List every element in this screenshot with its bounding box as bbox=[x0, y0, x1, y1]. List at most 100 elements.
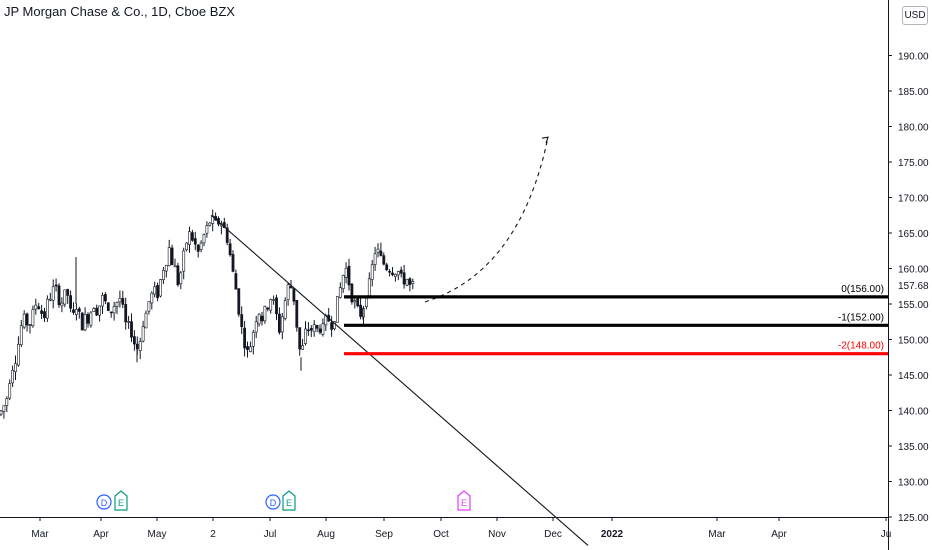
earnings-upcoming-badge[interactable]: E bbox=[457, 490, 471, 511]
candle bbox=[104, 292, 107, 305]
trendline[interactable] bbox=[210, 214, 589, 546]
current-price-label: 157.68 bbox=[898, 281, 929, 292]
candle bbox=[260, 311, 264, 326]
candle bbox=[344, 262, 348, 284]
candle bbox=[318, 324, 322, 335]
candle bbox=[179, 270, 183, 290]
candle bbox=[240, 306, 244, 335]
time-tick-label: Jul bbox=[264, 529, 277, 540]
candle bbox=[8, 379, 12, 401]
candle bbox=[370, 260, 374, 287]
candle bbox=[275, 294, 278, 321]
earnings-badge[interactable]: E bbox=[114, 490, 128, 511]
candle bbox=[359, 298, 363, 320]
candle bbox=[350, 282, 354, 305]
price-tick-label: 165.00 bbox=[898, 229, 929, 240]
candle bbox=[246, 341, 249, 358]
candle bbox=[301, 338, 305, 351]
candle bbox=[408, 277, 412, 292]
time-axis[interactable]: Mar Apr May 2 Jul Aug Sep Oct Nov Dec 2022 Mar Apr Ju bbox=[31, 517, 891, 540]
price-tick-label: 190.00 bbox=[898, 52, 929, 63]
candle bbox=[162, 266, 165, 284]
price-tick-label: 175.00 bbox=[898, 158, 929, 169]
candle bbox=[141, 320, 145, 343]
candle bbox=[185, 242, 189, 252]
candle bbox=[164, 264, 168, 278]
candle bbox=[63, 289, 67, 308]
price-tick-label: 150.00 bbox=[898, 336, 929, 347]
candle bbox=[22, 310, 26, 330]
candle bbox=[69, 290, 73, 313]
candle bbox=[159, 278, 162, 298]
plot-area[interactable] bbox=[0, 0, 888, 517]
dividend-badge[interactable]: D bbox=[96, 494, 112, 510]
candle bbox=[335, 296, 339, 323]
dividend-badge[interactable]: D bbox=[265, 494, 281, 510]
candle bbox=[167, 239, 171, 267]
candle bbox=[60, 297, 64, 313]
candle bbox=[263, 305, 267, 324]
time-tick-label: Apr bbox=[93, 529, 109, 540]
level-labels: 0(156.00) -1(152.00) -2(148.00) bbox=[838, 284, 884, 352]
candle bbox=[188, 226, 191, 253]
price-tick-label: 160.00 bbox=[898, 265, 929, 276]
candles-layer bbox=[0, 209, 415, 419]
candle bbox=[402, 264, 406, 289]
candle bbox=[225, 223, 229, 246]
candle bbox=[182, 247, 186, 280]
candle bbox=[112, 301, 116, 321]
candle bbox=[37, 302, 41, 310]
candle bbox=[75, 303, 78, 321]
candle bbox=[269, 298, 273, 314]
candle bbox=[286, 283, 290, 306]
candle bbox=[0, 410, 3, 417]
candle bbox=[306, 322, 310, 336]
svg-text:E: E bbox=[118, 498, 124, 508]
candle bbox=[11, 365, 15, 388]
price-tick-label: 140.00 bbox=[898, 407, 929, 418]
candle bbox=[66, 288, 70, 304]
candle bbox=[121, 290, 125, 308]
candle bbox=[118, 290, 122, 308]
projection-path[interactable] bbox=[424, 137, 549, 303]
candle bbox=[2, 405, 6, 419]
candle bbox=[304, 321, 307, 346]
candle bbox=[338, 282, 342, 299]
level-label: 0(156.00) bbox=[841, 284, 884, 295]
time-tick-label: Mar bbox=[708, 529, 726, 540]
candle bbox=[57, 283, 61, 308]
candle bbox=[40, 304, 44, 320]
candle bbox=[396, 270, 400, 281]
candle bbox=[173, 258, 177, 268]
candle bbox=[277, 307, 281, 335]
candle bbox=[257, 313, 261, 327]
candle bbox=[147, 301, 151, 315]
price-tick-label: 155.00 bbox=[898, 300, 929, 311]
price-tick-label: 170.00 bbox=[898, 194, 929, 205]
svg-text:D: D bbox=[101, 498, 108, 508]
candle bbox=[249, 341, 252, 353]
candle bbox=[72, 302, 75, 315]
svg-text:D: D bbox=[270, 498, 277, 508]
candle bbox=[83, 307, 87, 332]
candle bbox=[254, 315, 258, 339]
currency-button[interactable]: USD bbox=[902, 6, 928, 25]
earnings-badge[interactable]: E bbox=[282, 490, 296, 511]
time-tick-label: Sep bbox=[375, 529, 393, 540]
candle bbox=[130, 313, 133, 342]
candle bbox=[45, 295, 49, 322]
candle bbox=[5, 396, 9, 413]
candle bbox=[228, 238, 232, 257]
time-tick-label: Nov bbox=[488, 529, 506, 540]
candle bbox=[283, 297, 287, 321]
price-axis[interactable]: 125.00 130.00 135.00 140.00 145.00 150.00 155.… bbox=[888, 52, 929, 525]
candle bbox=[48, 292, 52, 302]
candle bbox=[25, 312, 29, 332]
candle bbox=[231, 250, 235, 273]
currency-label: USD bbox=[904, 10, 926, 21]
time-tick-label: Ju bbox=[881, 529, 892, 540]
candle bbox=[376, 243, 380, 258]
candle bbox=[199, 240, 203, 253]
